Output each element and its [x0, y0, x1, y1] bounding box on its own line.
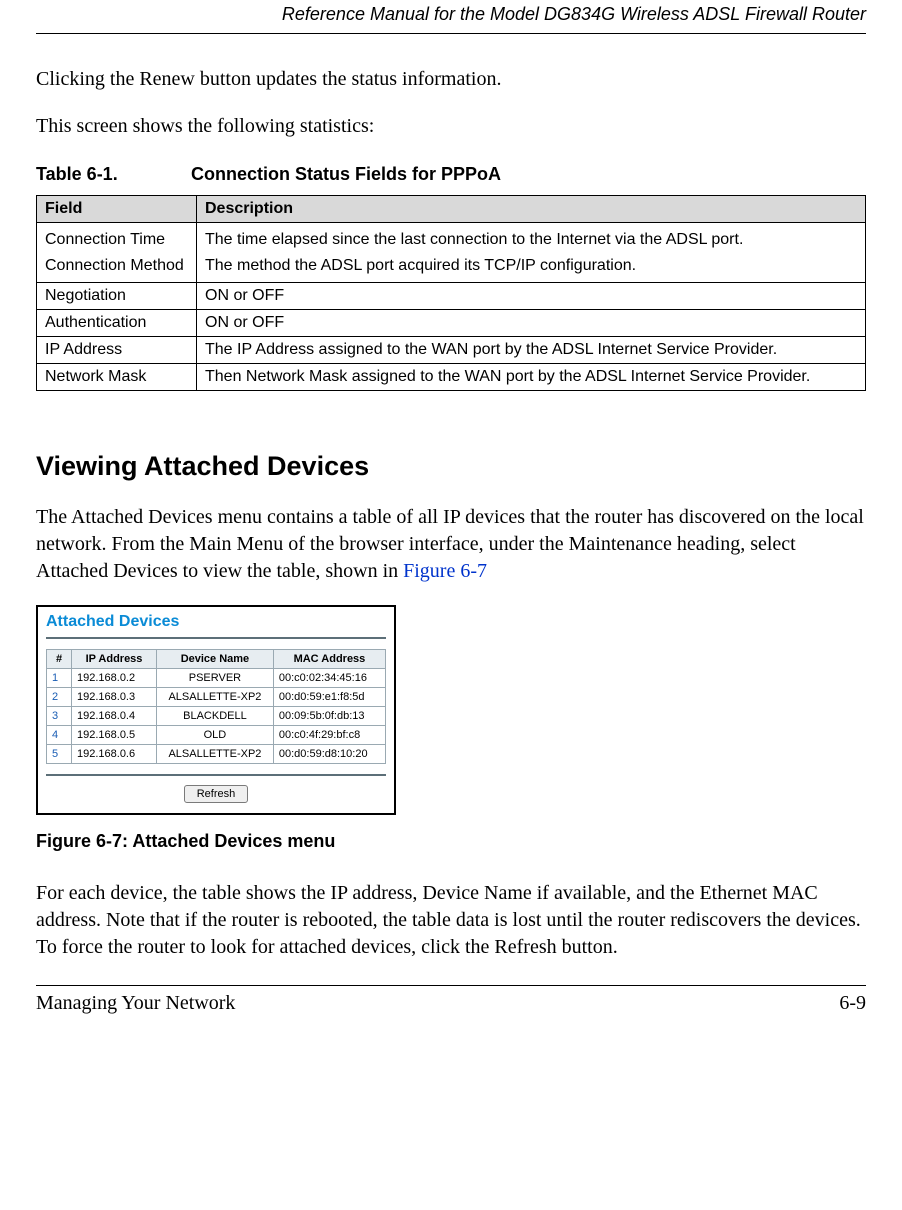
- table-row: Connection TimeConnection Method The tim…: [37, 223, 866, 283]
- table-cell: The IP Address assigned to the WAN port …: [197, 337, 866, 364]
- footer-right: 6-9: [839, 992, 866, 1015]
- figure-panel-title: Attached Devices: [46, 613, 386, 631]
- table-row: 5 192.168.0.6 ALSALLETTE-XP2 00:d0:59:d8…: [47, 745, 386, 764]
- table-cell: 3: [47, 707, 72, 726]
- attached-devices-figure: Attached Devices # IP Address Device Nam…: [36, 605, 396, 815]
- table-cell: Network Mask: [37, 364, 197, 391]
- table-row: 1 192.168.0.2 PSERVER 00:c0:02:34:45:16: [47, 669, 386, 688]
- table-cell: IP Address: [37, 337, 197, 364]
- table-cell: 192.168.0.2: [72, 669, 157, 688]
- table-cell: 00:d0:59:e1:f8:5d: [273, 688, 385, 707]
- footer-left: Managing Your Network: [36, 992, 235, 1015]
- devices-header-name: Device Name: [157, 650, 274, 669]
- divider: [46, 774, 386, 776]
- table-cell: 192.168.0.4: [72, 707, 157, 726]
- table-cell: PSERVER: [157, 669, 274, 688]
- table-cell: Connection TimeConnection Method: [37, 223, 197, 283]
- table-cell: Then Network Mask assigned to the WAN po…: [197, 364, 866, 391]
- table-cell: 192.168.0.3: [72, 688, 157, 707]
- figure-reference-link[interactable]: Figure 6-7: [403, 560, 487, 582]
- table-cell: Authentication: [37, 310, 197, 337]
- attached-devices-table: # IP Address Device Name MAC Address 1 1…: [46, 649, 386, 764]
- table-cell: 5: [47, 745, 72, 764]
- refresh-button[interactable]: Refresh: [184, 785, 249, 803]
- table-row: Authentication ON or OFF: [37, 310, 866, 337]
- page-header: Reference Manual for the Model DG834G Wi…: [36, 0, 866, 34]
- table-cell: 2: [47, 688, 72, 707]
- table-caption-title: Connection Status Fields for PPPoA: [191, 164, 501, 184]
- body-paragraph: For each device, the table shows the IP …: [36, 880, 866, 961]
- table-cell: OLD: [157, 726, 274, 745]
- body-paragraph: This screen shows the following statisti…: [36, 113, 866, 140]
- table-cell: ON or OFF: [197, 310, 866, 337]
- table-row: 2 192.168.0.3 ALSALLETTE-XP2 00:d0:59:e1…: [47, 688, 386, 707]
- table-row: Negotiation ON or OFF: [37, 283, 866, 310]
- devices-header-ip: IP Address: [72, 650, 157, 669]
- table-cell: 192.168.0.5: [72, 726, 157, 745]
- body-paragraph: The Attached Devices menu contains a tab…: [36, 504, 866, 585]
- figure-caption: Figure 6-7: Attached Devices menu: [36, 831, 866, 852]
- connection-status-table: Field Description Connection TimeConnect…: [36, 195, 866, 391]
- table-row: Network Mask Then Network Mask assigned …: [37, 364, 866, 391]
- table-cell: BLACKDELL: [157, 707, 274, 726]
- devices-header-mac: MAC Address: [273, 650, 385, 669]
- devices-header-num: #: [47, 650, 72, 669]
- section-heading: Viewing Attached Devices: [36, 451, 866, 482]
- table-row: 4 192.168.0.5 OLD 00:c0:4f:29:bf:c8: [47, 726, 386, 745]
- table-cell: 00:c0:4f:29:bf:c8: [273, 726, 385, 745]
- table-row: IP Address The IP Address assigned to th…: [37, 337, 866, 364]
- table-cell: 1: [47, 669, 72, 688]
- divider: [46, 637, 386, 639]
- body-paragraph: Clicking the Renew button updates the st…: [36, 66, 866, 93]
- table-cell: ON or OFF: [197, 283, 866, 310]
- table-cell: ALSALLETTE-XP2: [157, 688, 274, 707]
- table-caption-number: Table 6-1.: [36, 164, 186, 185]
- table-cell: 00:09:5b:0f:db:13: [273, 707, 385, 726]
- table-cell: 4: [47, 726, 72, 745]
- table-header-field: Field: [37, 196, 197, 223]
- table-caption: Table 6-1. Connection Status Fields for …: [36, 164, 866, 185]
- table-cell: 00:c0:02:34:45:16: [273, 669, 385, 688]
- table-cell: Negotiation: [37, 283, 197, 310]
- page-footer: Managing Your Network 6-9: [36, 985, 866, 1033]
- table-cell: 192.168.0.6: [72, 745, 157, 764]
- table-row: 3 192.168.0.4 BLACKDELL 00:09:5b:0f:db:1…: [47, 707, 386, 726]
- table-header-description: Description: [197, 196, 866, 223]
- table-cell: The time elapsed since the last connecti…: [197, 223, 866, 283]
- table-cell: ALSALLETTE-XP2: [157, 745, 274, 764]
- table-cell: 00:d0:59:d8:10:20: [273, 745, 385, 764]
